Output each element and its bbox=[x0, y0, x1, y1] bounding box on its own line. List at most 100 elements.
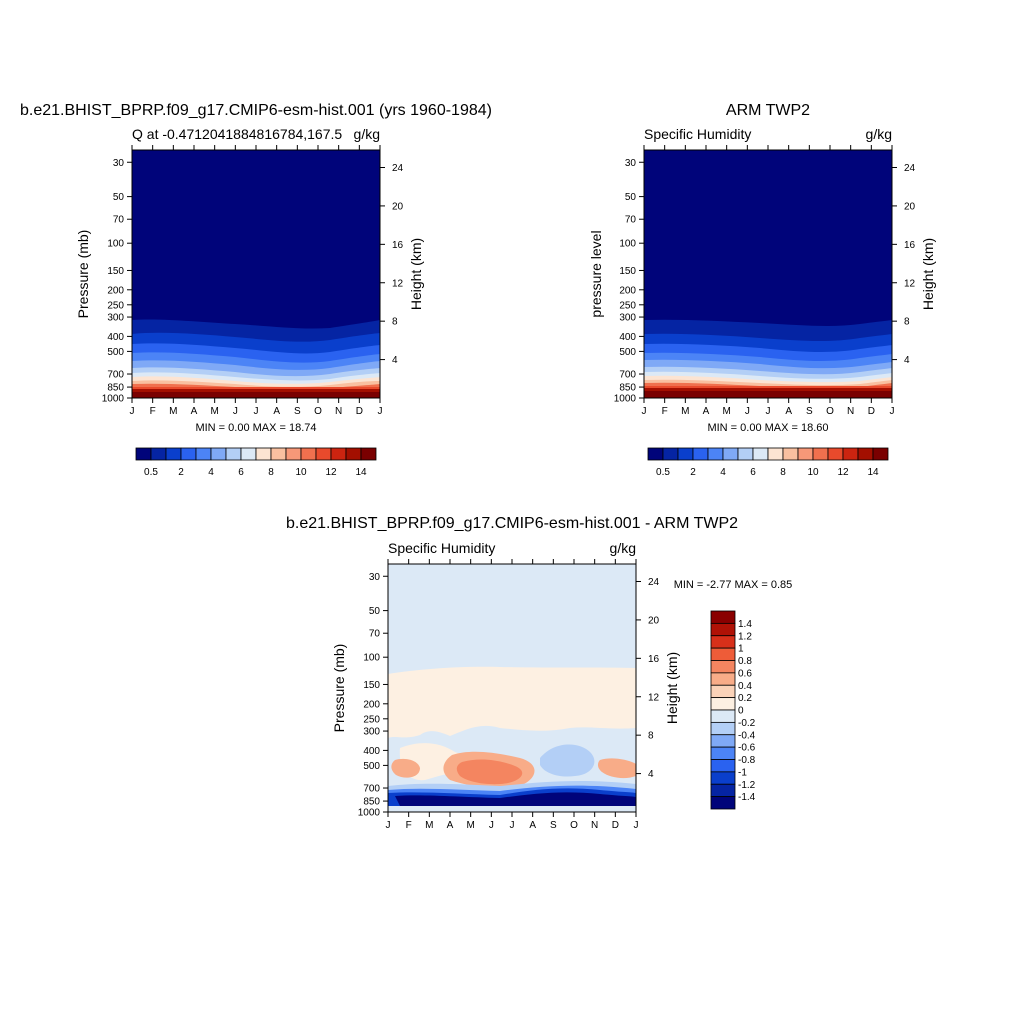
p1-x-tick-label: F bbox=[150, 406, 156, 417]
p1-x-tick-label: S bbox=[294, 406, 301, 417]
panel-3-ylabel-right: Height (km) bbox=[664, 652, 680, 724]
p2-y-tick-label: 30 bbox=[625, 158, 637, 169]
p1-x-tick-label: D bbox=[356, 406, 363, 417]
p2-colorbar-label: 10 bbox=[807, 467, 819, 478]
p3-y-right-tick-label: 12 bbox=[648, 692, 660, 703]
panel-2-ylabel-right: Height (km) bbox=[920, 238, 936, 310]
p1-colorbar-box bbox=[255, 447, 272, 461]
panel-1-title: b.e21.BHIST_BPRP.f09_g17.CMIP6-esm-hist.… bbox=[20, 102, 492, 119]
p1-x-tick-label: J bbox=[233, 406, 238, 417]
p3-x-tick-label: D bbox=[612, 820, 619, 831]
p2-colorbar-label: 0.5 bbox=[656, 467, 670, 478]
p3-colorbar-label: -0.4 bbox=[738, 730, 756, 741]
p3-colorbar-label: 1 bbox=[738, 644, 744, 655]
p2-colorbar-box bbox=[872, 447, 889, 461]
p1-y-tick-label: 150 bbox=[107, 266, 124, 277]
p3-y-tick-label: 700 bbox=[363, 784, 380, 795]
p3-colorbar-label: -1.4 bbox=[738, 792, 756, 803]
p2-x-tick-label: A bbox=[703, 406, 710, 417]
p3-colorbar-label: -1.2 bbox=[738, 780, 756, 791]
panel-2-axes: J F M A M J J A S O N D J 30 50 70 100 150 200 250 300 400 500… bbox=[614, 145, 916, 417]
panel-3-minmax: MIN = -2.77 MAX = 0.85 bbox=[674, 579, 793, 591]
panel-3-title: b.e21.BHIST_BPRP.f09_g17.CMIP6-esm-hist.… bbox=[286, 515, 738, 532]
p3-y-tick-label: 300 bbox=[363, 727, 380, 738]
p3-y-right-tick-label: 24 bbox=[648, 577, 660, 588]
p3-colorbar-box bbox=[710, 796, 736, 810]
p2-x-tick-label: A bbox=[785, 406, 792, 417]
p2-y-tick-label: 500 bbox=[619, 347, 636, 358]
p1-y-tick-label: 200 bbox=[107, 285, 124, 296]
p3-colorbar-box bbox=[710, 709, 736, 723]
panel-2-contour-13 bbox=[644, 391, 892, 398]
p3-colorbar-label: -0.6 bbox=[738, 743, 756, 754]
p3-colorbar-box bbox=[710, 746, 736, 760]
p2-x-tick-label: J bbox=[766, 406, 771, 417]
p3-colorbar-label: -0.8 bbox=[738, 755, 756, 766]
panel-3-negative-core bbox=[395, 792, 636, 807]
p1-y-tick-label: 100 bbox=[107, 239, 124, 250]
p2-y-right-tick-label: 24 bbox=[904, 163, 916, 174]
p1-colorbar-box bbox=[195, 447, 212, 461]
p2-y-right-tick-label: 8 bbox=[904, 317, 910, 328]
panel-1: b.e21.BHIST_BPRP.f09_g17.CMIP6-esm-hist.… bbox=[20, 102, 492, 478]
p2-x-tick-label: M bbox=[722, 406, 730, 417]
p1-y-tick-label: 400 bbox=[107, 332, 124, 343]
p1-colorbar-box bbox=[165, 447, 182, 461]
panel-1-ylabel-right: Height (km) bbox=[408, 238, 424, 310]
p3-colorbar-box bbox=[710, 660, 736, 674]
p3-x-tick-label: A bbox=[447, 820, 454, 831]
p3-y-right-tick-label: 4 bbox=[648, 769, 654, 780]
panel-2-plot-area bbox=[644, 150, 892, 398]
p3-colorbar-label: 0.2 bbox=[738, 693, 752, 704]
p3-x-tick-label: F bbox=[406, 820, 412, 831]
p3-colorbar-box bbox=[710, 672, 736, 686]
p1-colorbar-box bbox=[360, 447, 377, 461]
p3-x-tick-label: O bbox=[570, 820, 578, 831]
panel-3-surface-layer bbox=[388, 806, 636, 812]
p2-colorbar-label: 4 bbox=[720, 467, 726, 478]
panel-2-colorbar: 0.5 2 4 6 8 10 12 14 bbox=[647, 447, 889, 478]
p1-colorbar-box bbox=[210, 447, 227, 461]
p2-colorbar-box bbox=[662, 447, 679, 461]
p3-colorbar-box bbox=[710, 647, 736, 661]
panel-3-positive-core bbox=[456, 759, 523, 785]
panel-3-ylabel: Pressure (mb) bbox=[331, 644, 347, 733]
p1-colorbar-box bbox=[285, 447, 302, 461]
p1-x-tick-label: M bbox=[210, 406, 218, 417]
p3-colorbar-box bbox=[710, 759, 736, 773]
p2-colorbar-box bbox=[842, 447, 859, 461]
p3-y-tick-label: 500 bbox=[363, 761, 380, 772]
panel-3-axes: J F M A M J J A S O N D J 30 50 70 100 150 200 250 300 400 500… bbox=[358, 559, 660, 831]
p3-colorbar-label: 0 bbox=[738, 706, 744, 717]
panel-1-colorbar: 0.5 2 4 6 8 10 12 14 bbox=[135, 447, 377, 478]
p1-y-right-tick-label: 24 bbox=[392, 163, 404, 174]
p3-y-tick-label: 100 bbox=[363, 653, 380, 664]
p2-colorbar-box bbox=[647, 447, 664, 461]
p2-y-tick-label: 850 bbox=[619, 383, 636, 394]
p2-x-tick-label: F bbox=[662, 406, 668, 417]
panel-2-minmax: MIN = 0.00 MAX = 18.60 bbox=[707, 422, 828, 434]
panel-2: ARM TWP2 Specific Humidity g/kg pressure… bbox=[588, 102, 936, 478]
p1-y-tick-label: 250 bbox=[107, 300, 124, 311]
panel-3-negative-blob-1 bbox=[540, 744, 595, 777]
p1-colorbar-box bbox=[180, 447, 197, 461]
p1-y-right-tick-label: 12 bbox=[392, 278, 404, 289]
p3-y-tick-label: 50 bbox=[369, 606, 381, 617]
p2-y-tick-label: 70 bbox=[625, 215, 637, 226]
p3-y-tick-label: 250 bbox=[363, 714, 380, 725]
p2-colorbar-label: 2 bbox=[690, 467, 696, 478]
p3-colorbar-box bbox=[710, 635, 736, 649]
p2-x-tick-label: J bbox=[890, 406, 895, 417]
p2-y-tick-label: 50 bbox=[625, 192, 637, 203]
p3-x-tick-label: J bbox=[510, 820, 515, 831]
p1-y-tick-label: 300 bbox=[107, 313, 124, 324]
p1-x-tick-label: A bbox=[273, 406, 280, 417]
p3-y-tick-label: 1000 bbox=[358, 808, 381, 819]
panel-1-plot-area bbox=[132, 150, 380, 398]
p1-x-tick-label: O bbox=[314, 406, 322, 417]
p3-colorbar-label: 0.6 bbox=[738, 668, 752, 679]
p2-x-tick-label: N bbox=[847, 406, 854, 417]
p3-x-tick-label: J bbox=[489, 820, 494, 831]
p2-colorbar-box bbox=[812, 447, 829, 461]
p1-x-tick-label: M bbox=[169, 406, 177, 417]
